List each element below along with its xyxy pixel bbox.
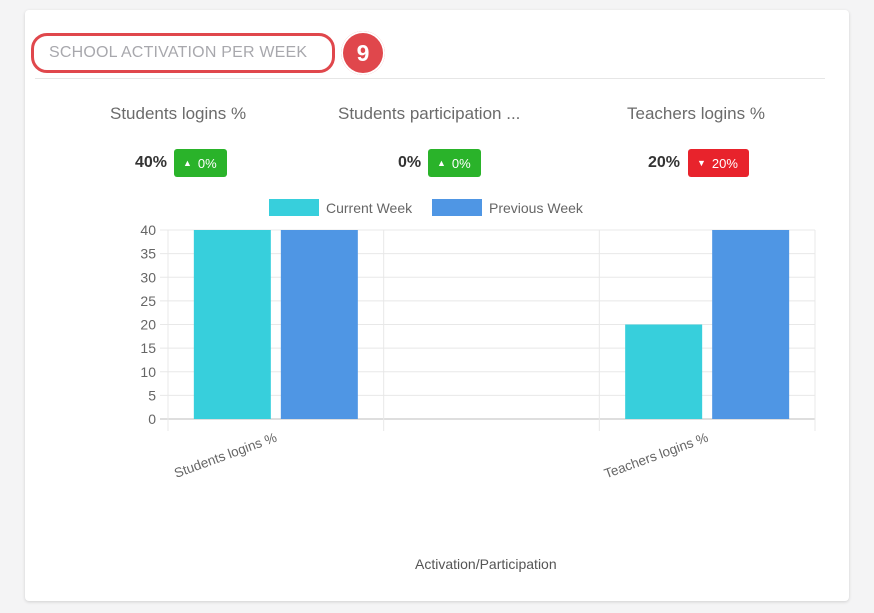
y-tick-label: 10 (140, 364, 156, 380)
metric-teachers-logins-change-badge: ▼ 20% (688, 149, 749, 177)
step-number-badge: 9 (341, 31, 385, 75)
bar (712, 230, 790, 419)
legend-swatch-current (269, 199, 319, 216)
legend-swatch-previous (432, 199, 482, 216)
x-tick-label: Teachers logins % (602, 430, 710, 482)
metric-students-logins-change-badge: ▲ 0% (174, 149, 227, 177)
metric-teachers-logins-value: 20% (648, 154, 681, 171)
change-value: 20% (711, 155, 738, 171)
y-tick-label: 20 (140, 317, 156, 333)
y-tick-label: 0 (148, 411, 156, 427)
title-divider (35, 78, 825, 79)
bar (625, 324, 703, 419)
metric-students-participation-value: 0% (398, 154, 422, 171)
change-value: 0% (197, 155, 217, 171)
legend-label-previous: Previous Week (489, 199, 583, 216)
card-title: SCHOOL ACTIVATION PER WEEK (31, 33, 335, 73)
legend-current-week[interactable]: Current Week (269, 199, 412, 216)
y-tick-label: 35 (140, 246, 156, 262)
school-activation-card (25, 10, 849, 601)
triangle-up-icon: ▲ (183, 158, 192, 168)
bar (193, 230, 271, 419)
y-tick-label: 15 (140, 340, 156, 356)
y-tick-label: 30 (140, 269, 156, 285)
legend-label-current: Current Week (326, 199, 413, 216)
change-value: 0% (451, 155, 471, 171)
x-tick-label: Students logins % (172, 430, 279, 481)
bar (280, 230, 358, 419)
triangle-up-icon: ▲ (437, 158, 446, 168)
y-tick-label: 40 (140, 222, 156, 238)
metric-teachers-logins-label: Teachers logins % (627, 104, 765, 123)
x-axis-title: Activation/Participation (415, 556, 557, 572)
metric-students-logins-label: Students logins % (110, 104, 247, 123)
triangle-down-icon: ▼ (697, 158, 706, 168)
metric-students-participation-label: Students participation ... (338, 104, 521, 123)
y-tick-label: 25 (140, 293, 156, 309)
metric-students-participation-change-badge: ▲ 0% (428, 149, 481, 177)
y-tick-label: 5 (148, 387, 156, 403)
metric-students-logins-value: 40% (135, 154, 168, 171)
legend-previous-week[interactable]: Previous Week (432, 199, 583, 216)
